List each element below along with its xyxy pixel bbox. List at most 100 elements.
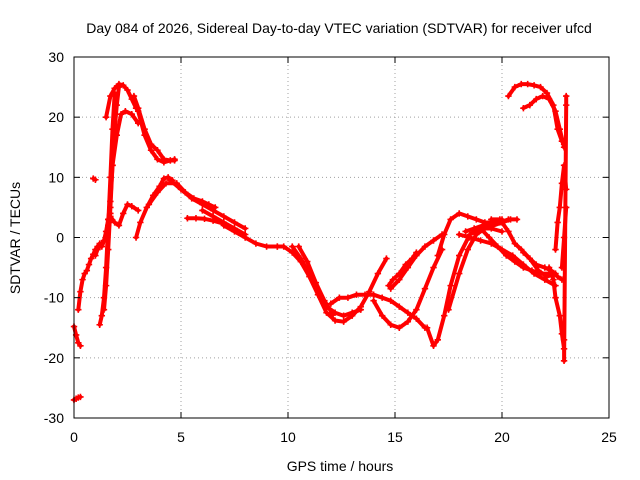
data-point	[98, 243, 106, 250]
data-point	[111, 85, 118, 92]
data-point	[413, 315, 420, 322]
data-point	[496, 216, 504, 223]
data-point	[552, 294, 559, 301]
data-point	[154, 189, 161, 196]
data-point	[560, 336, 568, 343]
data-point	[162, 180, 170, 187]
data-point	[370, 291, 377, 298]
data-point	[408, 255, 416, 262]
data-point	[177, 186, 185, 193]
data-point	[107, 92, 114, 100]
data-point	[188, 195, 195, 202]
data-point	[441, 312, 448, 319]
data-point	[242, 225, 249, 232]
data-point	[513, 216, 521, 223]
data-point	[505, 228, 512, 235]
data-point	[252, 240, 260, 247]
series-track-18	[220, 222, 281, 250]
data-point	[383, 255, 390, 262]
data-point	[135, 207, 142, 214]
series-track-23	[370, 246, 446, 331]
data-point	[167, 177, 174, 184]
data-point	[524, 80, 531, 88]
data-point	[434, 336, 441, 343]
data-point	[79, 276, 86, 283]
data-point	[539, 92, 546, 100]
data-point	[556, 312, 563, 319]
x-tick-label: 15	[387, 429, 403, 445]
data-point	[128, 203, 135, 210]
data-point	[92, 176, 99, 183]
x-tick-label: 25	[601, 429, 617, 445]
y-tick-label: -20	[44, 350, 64, 366]
data-point	[353, 291, 360, 298]
data-point	[462, 228, 469, 235]
data-point	[389, 276, 397, 283]
data-point	[349, 309, 356, 316]
x-tick-label: 20	[494, 429, 510, 445]
data-point	[329, 311, 337, 318]
data-point	[543, 89, 551, 97]
series-track-04	[90, 175, 99, 183]
data-point	[192, 215, 200, 222]
data-point	[113, 132, 120, 139]
data-point	[122, 107, 129, 115]
series-track-34	[520, 92, 568, 151]
data-point	[132, 234, 140, 241]
data-point	[423, 324, 431, 331]
data-point	[456, 231, 463, 238]
data-point	[184, 215, 191, 222]
data-point	[327, 300, 334, 307]
data-point	[85, 261, 93, 268]
data-point	[456, 252, 463, 259]
data-point	[107, 198, 114, 205]
data-point	[505, 216, 512, 223]
data-point	[130, 92, 138, 100]
data-point	[92, 252, 99, 259]
data-point	[404, 309, 412, 316]
data-point	[387, 321, 394, 328]
data-point	[430, 264, 437, 271]
data-point	[199, 201, 206, 208]
data-point	[470, 225, 478, 232]
data-point	[128, 110, 135, 118]
data-point	[98, 312, 106, 319]
data-point	[445, 306, 452, 313]
data-point	[167, 157, 174, 164]
data-point	[563, 101, 570, 109]
series-line	[562, 94, 569, 363]
chart-title: Day 084 of 2026, Sidereal Day-to-day VTE…	[86, 20, 592, 36]
data-point	[447, 282, 454, 289]
data-point	[385, 282, 392, 289]
y-axis-label: SDTVAR / TECUs	[7, 182, 23, 294]
data-point	[137, 219, 144, 226]
data-point	[473, 216, 480, 223]
data-point	[75, 306, 82, 313]
data-point	[117, 110, 125, 118]
data-point	[280, 243, 287, 250]
data-point	[505, 92, 512, 100]
data-point	[141, 132, 148, 139]
data-point	[434, 252, 441, 259]
data-point	[336, 294, 343, 301]
data-point	[545, 264, 553, 271]
data-point	[421, 243, 429, 250]
series-track-15	[167, 177, 249, 232]
data-point	[554, 219, 561, 226]
y-tick-label: -30	[44, 410, 64, 426]
data-point	[304, 258, 311, 265]
data-point	[87, 255, 95, 262]
data-point	[135, 107, 142, 115]
data-point	[447, 216, 454, 223]
data-point	[520, 264, 527, 271]
data-point	[357, 306, 364, 313]
data-point	[421, 285, 429, 292]
data-point	[378, 294, 386, 301]
data-point	[530, 82, 538, 89]
data-point	[563, 92, 570, 100]
data-point	[120, 210, 127, 217]
data-point	[145, 201, 153, 208]
series-track-25	[385, 249, 420, 289]
